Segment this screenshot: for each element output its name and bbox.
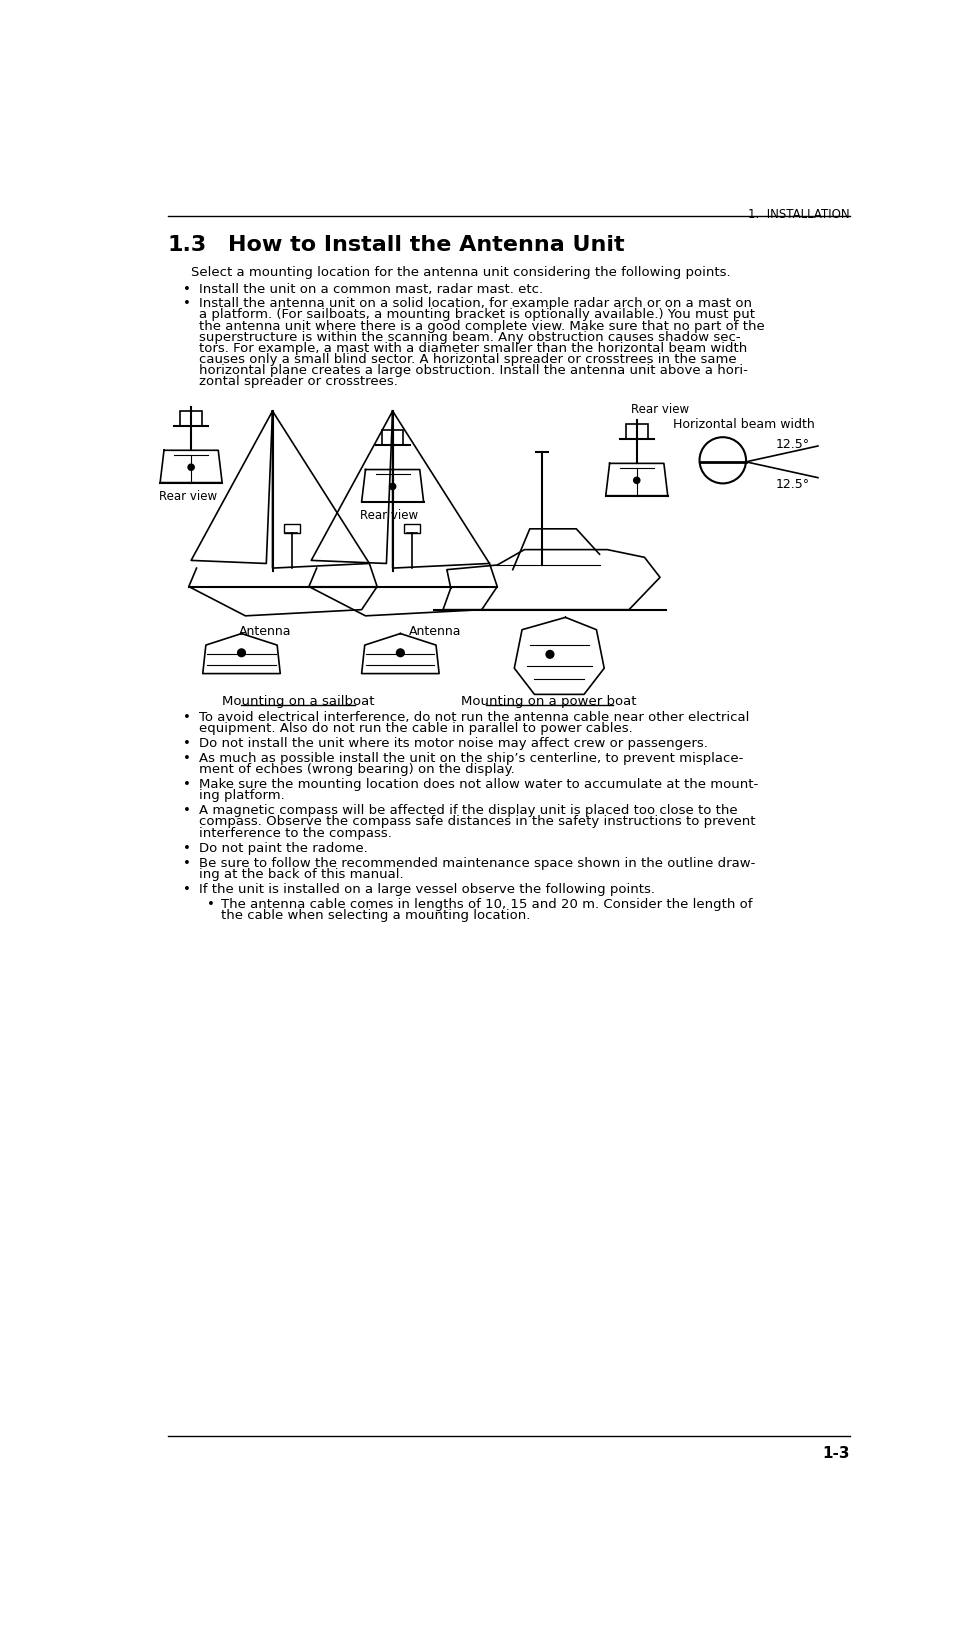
Text: Rear view: Rear view (630, 403, 688, 416)
Text: the cable when selecting a mounting location.: the cable when selecting a mounting loca… (220, 908, 530, 921)
Text: As much as possible install the unit on the ship’s centerline, to prevent mispla: As much as possible install the unit on … (199, 752, 743, 764)
Circle shape (396, 649, 404, 657)
Text: a platform. (For sailboats, a mounting bracket is optionally available.) You mus: a platform. (For sailboats, a mounting b… (199, 308, 754, 321)
Text: horizontal plane creates a large obstruction. Install the antenna unit above a h: horizontal plane creates a large obstruc… (199, 364, 748, 377)
Text: equipment. Also do not run the cable in parallel to power cables.: equipment. Also do not run the cable in … (199, 721, 633, 734)
FancyBboxPatch shape (181, 411, 202, 426)
Text: tors. For example, a mast with a diameter smaller than the horizontal beam width: tors. For example, a mast with a diamete… (199, 343, 747, 354)
Text: Do not install the unit where its motor noise may affect crew or passengers.: Do not install the unit where its motor … (199, 736, 708, 749)
Text: Select a mounting location for the antenna unit considering the following points: Select a mounting location for the anten… (191, 266, 731, 279)
Text: If the unit is installed on a large vessel observe the following points.: If the unit is installed on a large vess… (199, 882, 654, 895)
Text: ment of echoes (wrong bearing) on the display.: ment of echoes (wrong bearing) on the di… (199, 762, 515, 775)
Text: 1.3: 1.3 (168, 234, 207, 256)
Text: •: • (184, 752, 191, 764)
Text: Antenna: Antenna (239, 624, 291, 638)
Text: •: • (184, 803, 191, 816)
Text: Make sure the mounting location does not allow water to accumulate at the mount-: Make sure the mounting location does not… (199, 777, 758, 790)
Text: •: • (184, 856, 191, 869)
Text: ing at the back of this manual.: ing at the back of this manual. (199, 867, 404, 880)
Text: The antenna cable comes in lengths of 10, 15 and 20 m. Consider the length of: The antenna cable comes in lengths of 10… (220, 897, 753, 910)
Text: •: • (184, 736, 191, 749)
FancyBboxPatch shape (382, 431, 404, 446)
FancyBboxPatch shape (626, 425, 648, 439)
Text: •: • (184, 297, 191, 310)
Text: Antenna: Antenna (409, 624, 461, 638)
Text: Rear view: Rear view (360, 508, 419, 521)
Text: the antenna unit where there is a good complete view. Make sure that no part of : the antenna unit where there is a good c… (199, 320, 764, 333)
Circle shape (389, 484, 396, 490)
Text: superstructure is within the scanning beam. Any obstruction causes shadow sec-: superstructure is within the scanning be… (199, 331, 741, 344)
Text: To avoid electrical interference, do not run the antenna cable near other electr: To avoid electrical interference, do not… (199, 710, 750, 723)
Text: How to Install the Antenna Unit: How to Install the Antenna Unit (228, 234, 625, 256)
Text: Be sure to follow the recommended maintenance space shown in the outline draw-: Be sure to follow the recommended mainte… (199, 856, 755, 869)
Text: •: • (184, 841, 191, 854)
Text: 1-3: 1-3 (822, 1446, 850, 1460)
Text: Rear view: Rear view (158, 490, 217, 503)
Text: compass. Observe the compass safe distances in the safety instructions to preven: compass. Observe the compass safe distan… (199, 815, 755, 828)
Text: Install the unit on a common mast, radar mast. etc.: Install the unit on a common mast, radar… (199, 284, 543, 297)
Text: Horizontal beam width: Horizontal beam width (673, 418, 815, 431)
Circle shape (188, 465, 194, 470)
Text: Install the antenna unit on a solid location, for example radar arch or on a mas: Install the antenna unit on a solid loca… (199, 297, 752, 310)
Circle shape (238, 649, 246, 657)
Text: Mounting on a power boat: Mounting on a power boat (461, 695, 637, 708)
Text: Do not paint the radome.: Do not paint the radome. (199, 841, 368, 854)
FancyBboxPatch shape (285, 524, 300, 534)
Text: •: • (184, 882, 191, 895)
Circle shape (634, 479, 640, 484)
Text: causes only a small blind sector. A horizontal spreader or crosstrees in the sam: causes only a small blind sector. A hori… (199, 352, 736, 365)
Text: •: • (184, 710, 191, 723)
Text: •: • (184, 284, 191, 297)
Text: Mounting on a sailboat: Mounting on a sailboat (221, 695, 375, 708)
Text: 12.5°: 12.5° (776, 438, 810, 451)
Circle shape (546, 651, 553, 659)
Text: •: • (207, 897, 215, 910)
FancyBboxPatch shape (404, 524, 419, 534)
Text: A magnetic compass will be affected if the display unit is placed too close to t: A magnetic compass will be affected if t… (199, 803, 738, 816)
Text: interference to the compass.: interference to the compass. (199, 826, 391, 839)
Text: ing platform.: ing platform. (199, 788, 285, 801)
Text: 12.5°: 12.5° (776, 477, 810, 490)
Text: zontal spreader or crosstrees.: zontal spreader or crosstrees. (199, 375, 398, 388)
Text: 1.  INSTALLATION: 1. INSTALLATION (749, 208, 850, 220)
Text: •: • (184, 777, 191, 790)
